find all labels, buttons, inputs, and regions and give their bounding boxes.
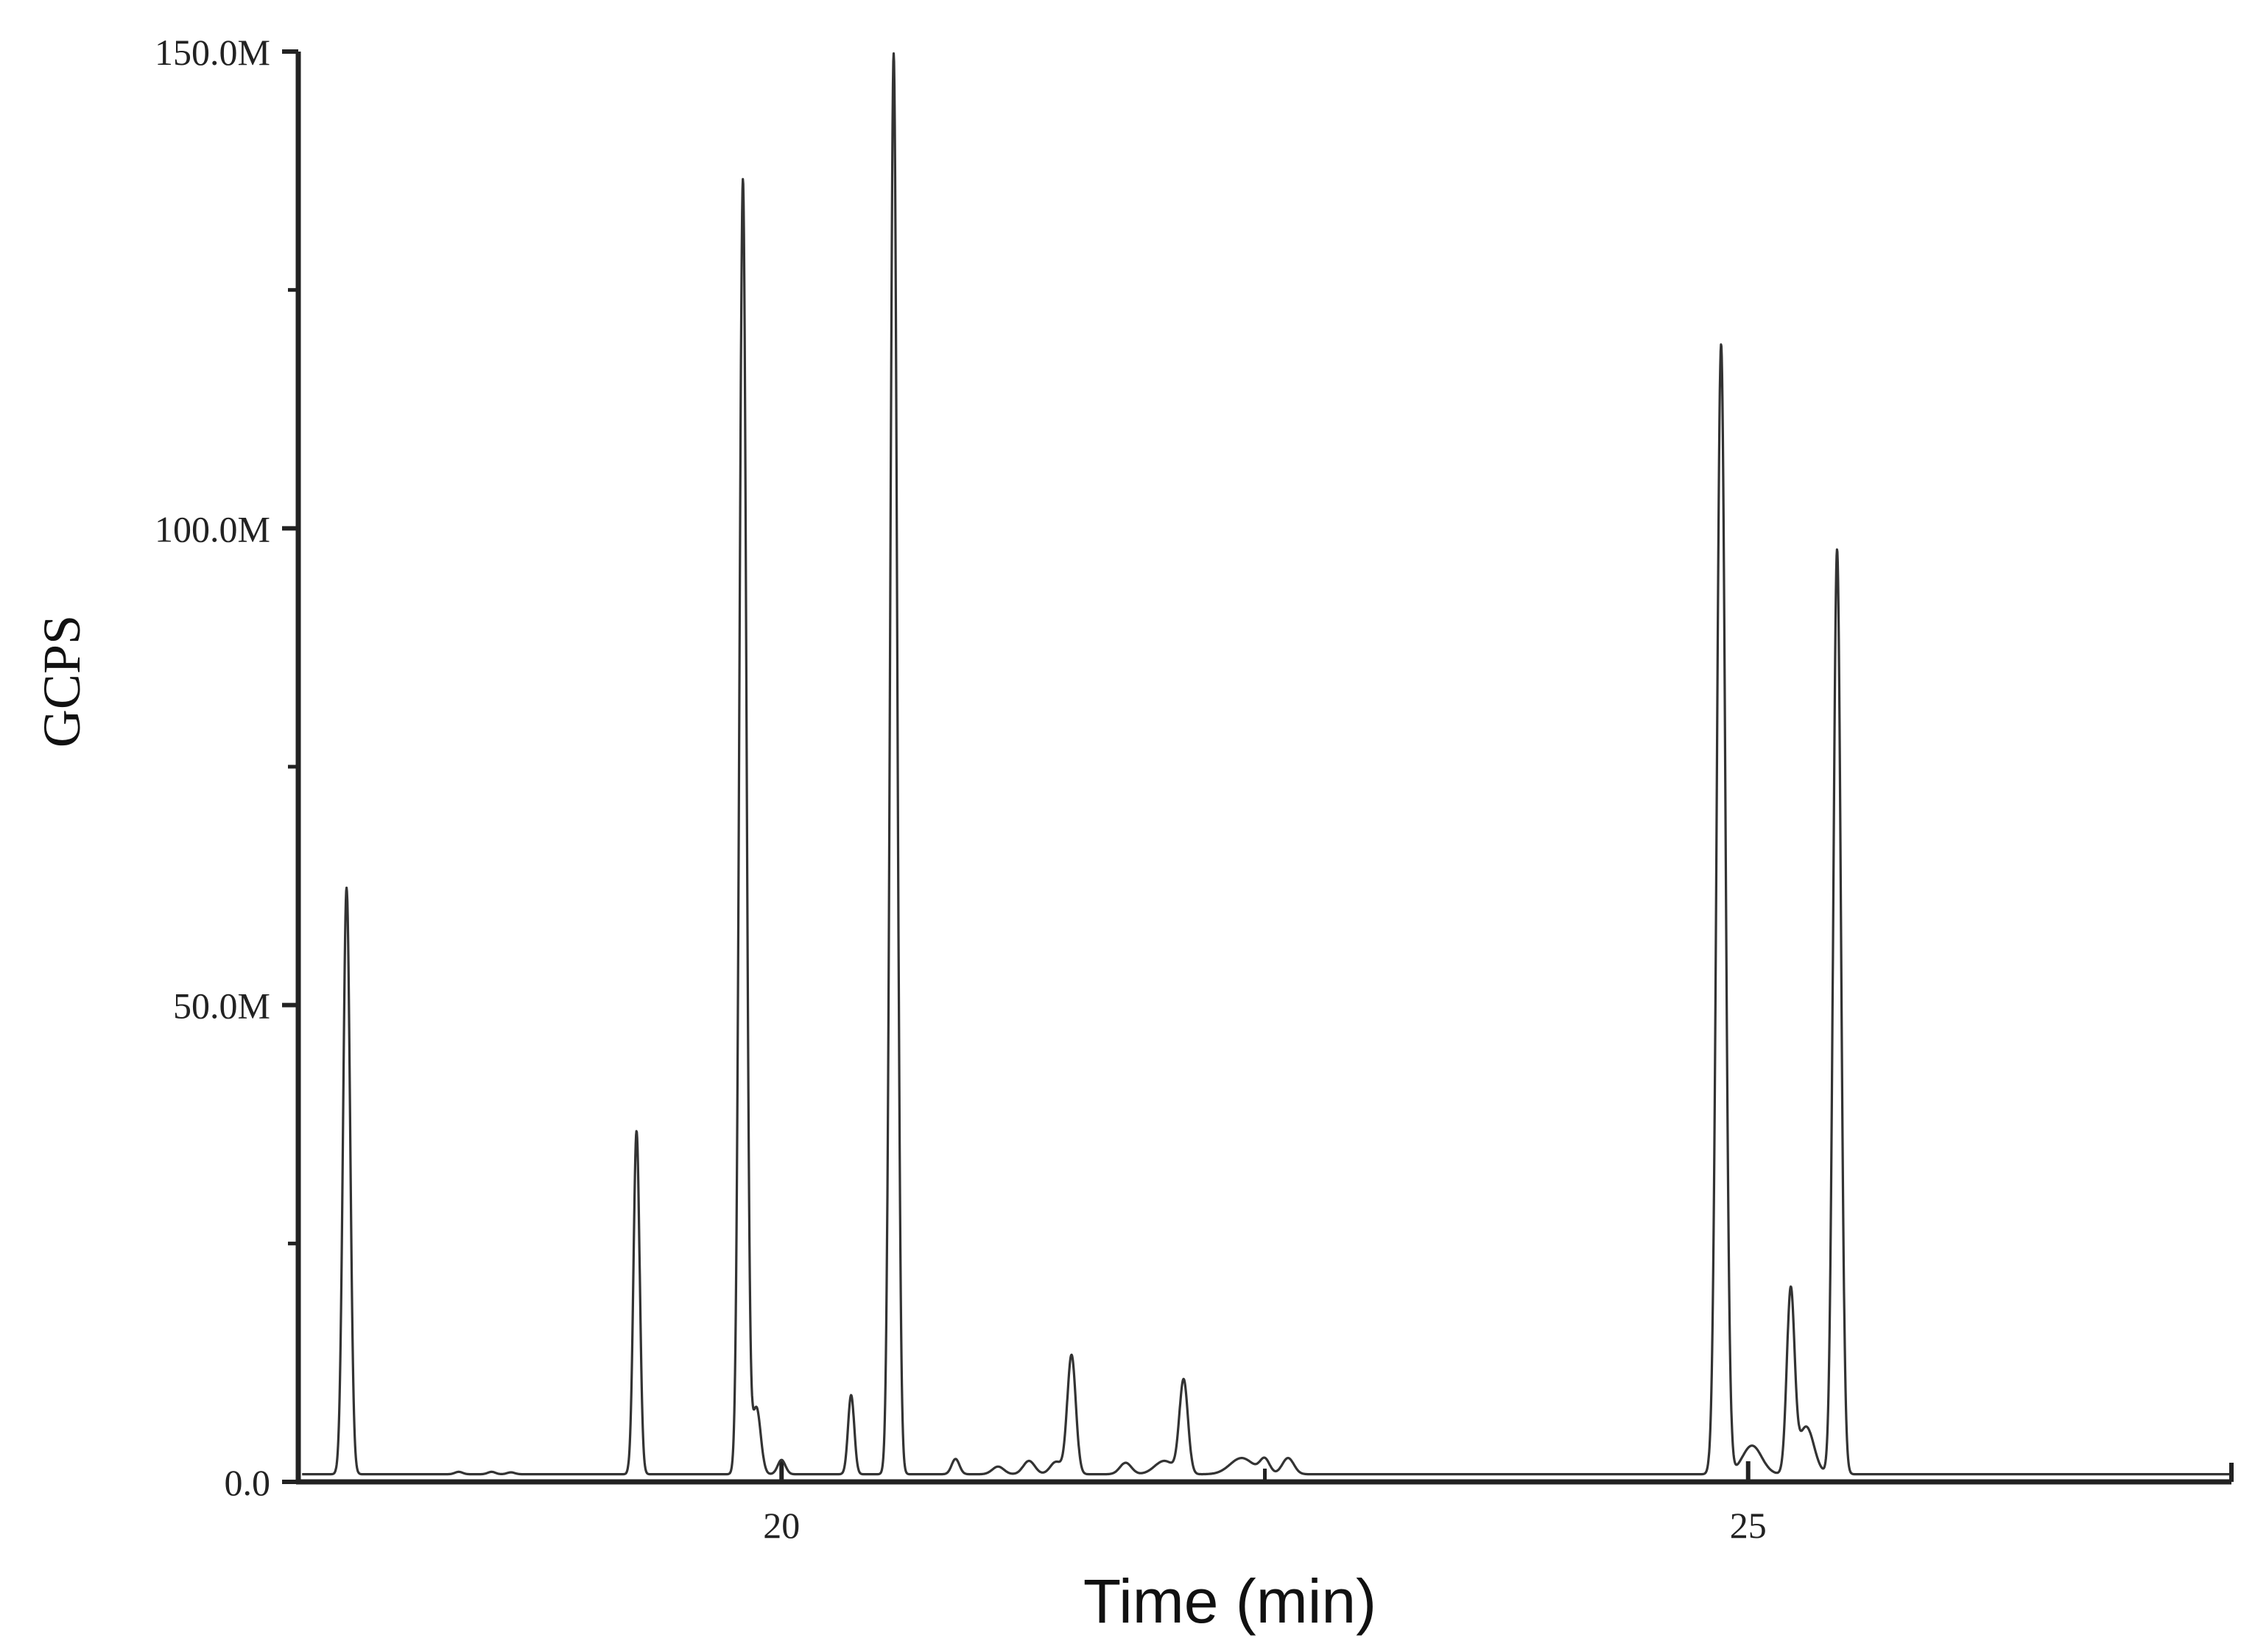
axis-tick-labels: 0.0 50.0M 100.0M 150.0M 20 25 [155,32,1767,1546]
axis-ticks [282,49,1751,1484]
x-tick-label: 20 [763,1505,800,1546]
y-axis-title: GCPS [32,615,91,748]
chromatogram-trace [301,52,2231,1476]
x-axis-title: Time (min) [1083,1567,1376,1636]
y-tick-label: 50.0M [173,985,270,1027]
y-tick-label: 100.0M [155,508,270,549]
x-tick-label: 25 [1730,1505,1767,1546]
y-tick-label: 0.0 [225,1462,271,1503]
plot-frame [295,52,2234,1485]
y-tick-label: 150.0M [155,32,270,73]
